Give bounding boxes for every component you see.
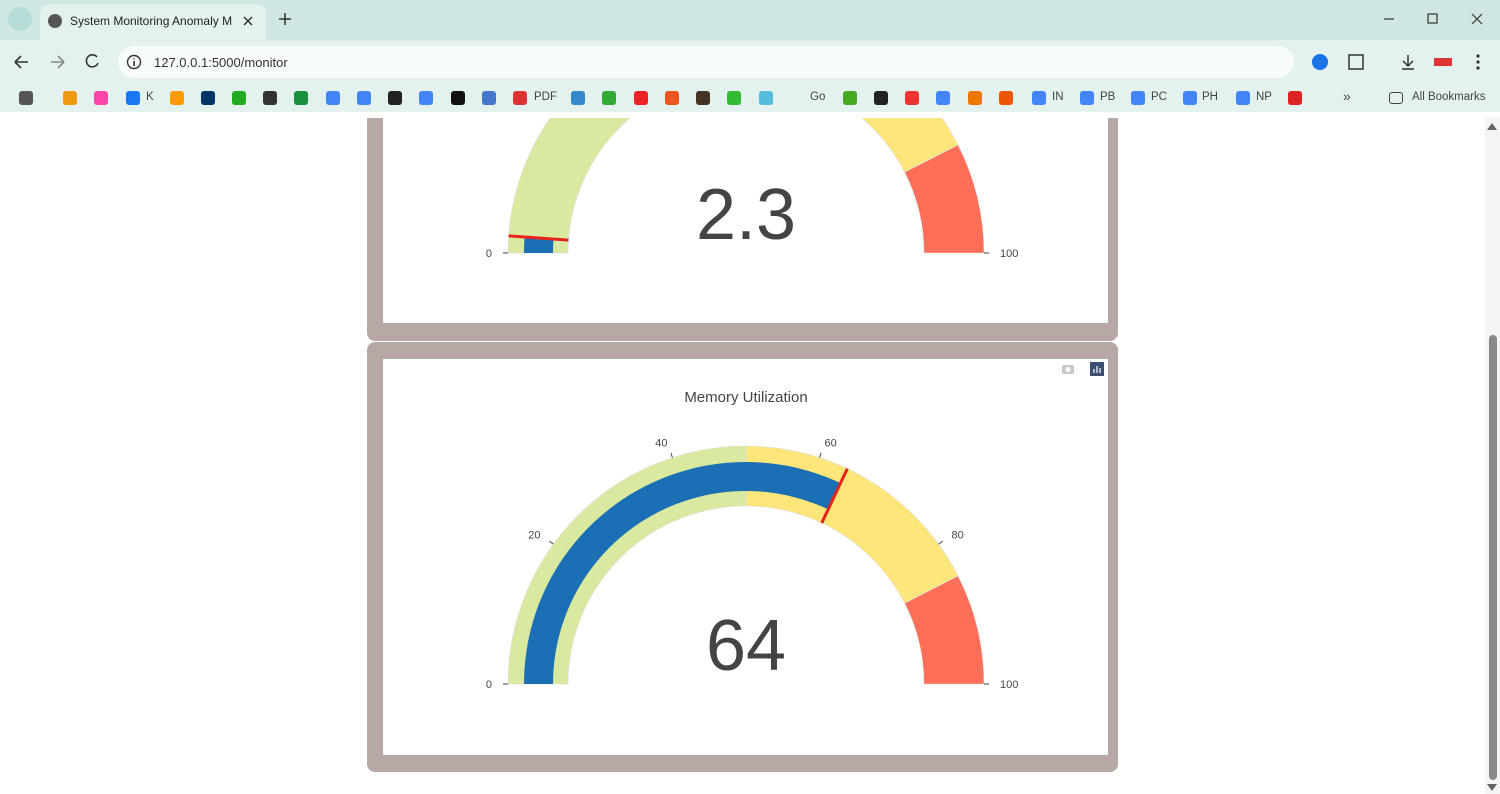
bookmark[interactable]: IN xyxy=(1052,91,1064,103)
bookmark-icon[interactable] xyxy=(232,91,246,105)
site-info[interactable] xyxy=(126,54,142,70)
tick-label: 100 xyxy=(1000,248,1018,260)
nav-buttons[interactable] xyxy=(12,52,108,72)
tick-label: 100 xyxy=(1000,679,1018,691)
bookmark-icon[interactable] xyxy=(759,91,773,105)
bookmark-icon[interactable] xyxy=(170,91,184,105)
all-bookmarks[interactable]: All Bookmarks xyxy=(1412,91,1486,103)
bookmark-icon[interactable] xyxy=(905,91,919,105)
threshold-line xyxy=(820,468,849,524)
scroll-down[interactable] xyxy=(1487,784,1497,791)
gauge-step xyxy=(904,575,985,685)
bookmark-icon[interactable] xyxy=(294,91,308,105)
bookmark-icon[interactable] xyxy=(634,91,648,105)
tick-mark xyxy=(938,540,943,545)
bookmark-icon[interactable] xyxy=(263,91,277,105)
bookmark-icon[interactable] xyxy=(63,91,77,105)
bookmark-icon[interactable] xyxy=(451,91,465,105)
bookmark-icon[interactable] xyxy=(1080,91,1094,105)
tab[interactable]: System Monitoring Anomaly M xyxy=(40,4,266,40)
bookmark[interactable]: Go xyxy=(810,91,826,103)
bookmark-icon[interactable] xyxy=(388,91,402,105)
bookmark-icon[interactable] xyxy=(874,91,888,105)
bookmark-icon[interactable] xyxy=(999,91,1013,105)
tab-favicon xyxy=(48,14,62,28)
url: 127.0.0.1:5000/monitor xyxy=(154,55,288,70)
bookmark-icon[interactable] xyxy=(1032,91,1046,105)
tick-label: 0 xyxy=(486,248,492,260)
more-bookmarks[interactable]: » xyxy=(1343,88,1351,104)
bookmark-icon[interactable] xyxy=(696,91,710,105)
gauge-value: 64 xyxy=(706,606,786,686)
bookmark[interactable]: PB xyxy=(1100,91,1116,103)
bookmark[interactable]: PC xyxy=(1151,91,1167,103)
bookmark[interactable]: K xyxy=(146,91,154,103)
bookmark-icon[interactable] xyxy=(1131,91,1145,105)
bookmark-icon[interactable] xyxy=(1288,91,1302,105)
bookmark-icon[interactable] xyxy=(1236,91,1250,105)
tick-label: 60 xyxy=(824,437,836,449)
gauge-step xyxy=(507,445,747,685)
scroll-up[interactable] xyxy=(1487,123,1497,130)
tick-label: 20 xyxy=(528,530,540,542)
gauge-value: 2.3 xyxy=(696,175,796,255)
tick-label: 40 xyxy=(655,437,667,449)
tick-label: 80 xyxy=(951,530,963,542)
gauge: 0204060801002.3 xyxy=(486,118,1018,260)
bookmarks-bar: K PDF Go IN PB PC PH NP All Bookmarks » xyxy=(0,84,1500,112)
bookmark[interactable]: PDF xyxy=(534,91,557,103)
window-controls[interactable] xyxy=(1380,10,1490,30)
gauge-bar xyxy=(524,462,841,684)
bookmark-icon[interactable] xyxy=(19,91,33,105)
bookmark-icon[interactable] xyxy=(94,91,108,105)
content: 0 20 40 60 80 100 2.3 0 20 40 60 80 100 64 Memory Uti… xyxy=(367,118,1500,794)
bookmark-icon[interactable] xyxy=(727,91,741,105)
bookmark-icon[interactable] xyxy=(571,91,585,105)
bookmark-icon[interactable] xyxy=(665,91,679,105)
bookmark-icon[interactable] xyxy=(201,91,215,105)
gauge-step xyxy=(507,118,631,254)
folder-icon xyxy=(1389,92,1403,104)
address-bar[interactable]: 127.0.0.1:5000/monitor xyxy=(118,46,1294,78)
bookmark-icon[interactable] xyxy=(843,91,857,105)
tick-label: 0 xyxy=(486,679,492,691)
bookmark-icon[interactable] xyxy=(419,91,433,105)
bookmark-icon[interactable] xyxy=(936,91,950,105)
tick-mark xyxy=(819,452,822,458)
bookmark[interactable]: NP xyxy=(1256,91,1272,103)
gauge-bar xyxy=(524,236,554,253)
bookmark-icon[interactable] xyxy=(357,91,371,105)
tick-mark xyxy=(549,540,554,545)
gauge-step xyxy=(904,144,985,254)
card xyxy=(383,118,1108,323)
scrollbar-thumb[interactable] xyxy=(1489,335,1497,780)
bookmark-icon[interactable] xyxy=(602,91,616,105)
bookmark-icon[interactable] xyxy=(513,91,527,105)
tab-search[interactable] xyxy=(8,7,32,31)
bookmark[interactable]: PH xyxy=(1202,91,1218,103)
tab-strip: System Monitoring Anomaly M xyxy=(0,0,1500,40)
card xyxy=(383,359,1108,755)
gauge: 0 20 40 60 80 100 64 Memory Utilization xyxy=(486,389,1018,691)
bookmark-icon[interactable] xyxy=(126,91,140,105)
modebar[interactable] xyxy=(1062,362,1104,376)
bookmark-icon[interactable] xyxy=(482,91,496,105)
new-tab[interactable] xyxy=(278,12,292,26)
tick-mark xyxy=(670,452,673,458)
bookmark-icon[interactable] xyxy=(1183,91,1197,105)
tab-title: System Monitoring Anomaly M xyxy=(70,14,233,28)
bookmark-icon[interactable] xyxy=(326,91,340,105)
bookmark-icon[interactable] xyxy=(968,91,982,105)
threshold-line xyxy=(508,234,569,242)
tab-close[interactable] xyxy=(242,15,254,27)
chart-title: Memory Utilization xyxy=(684,389,807,406)
